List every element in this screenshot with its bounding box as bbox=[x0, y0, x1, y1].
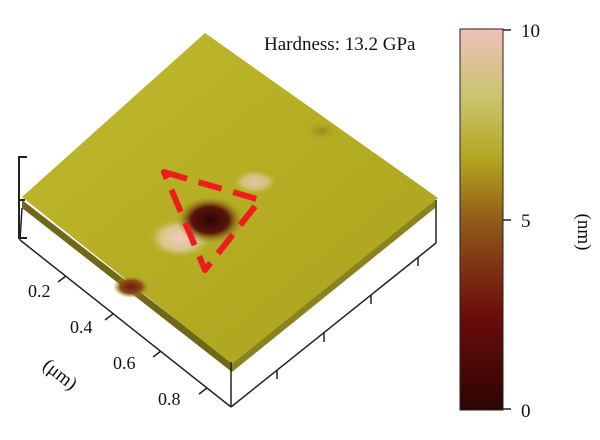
indentation bbox=[176, 196, 244, 244]
z-axis-bracket bbox=[18, 156, 27, 239]
colorbar: 10 5 0 (nm) bbox=[459, 21, 594, 422]
hardness-label: Hardness: 13.2 GPa bbox=[264, 34, 416, 55]
colorbar-unit-label: (nm) bbox=[573, 214, 594, 251]
surface-feature bbox=[304, 121, 340, 141]
axis-tick-label: 0.2 bbox=[28, 281, 51, 301]
axis-tick-label: 0.8 bbox=[158, 389, 181, 409]
xy-axis-lines bbox=[19, 200, 437, 408]
surface-side-right bbox=[232, 200, 435, 372]
colorbar-mid-label: 5 bbox=[521, 211, 531, 232]
pile-up-region bbox=[233, 170, 277, 194]
colorbar-gradient bbox=[459, 28, 504, 411]
colorbar-max-label: 10 bbox=[521, 21, 540, 42]
axis-tick-marks bbox=[57, 257, 419, 395]
surface-plot bbox=[22, 33, 438, 372]
surface-defect bbox=[113, 276, 149, 298]
axis-tick-label: 0.6 bbox=[113, 353, 136, 373]
surface-top bbox=[22, 33, 438, 364]
axis-tick-label: 0.4 bbox=[70, 317, 93, 337]
colorbar-min-label: 0 bbox=[521, 401, 531, 422]
axis-unit-label: (μm) bbox=[39, 355, 82, 395]
indent-marker-triangle bbox=[161, 169, 263, 273]
